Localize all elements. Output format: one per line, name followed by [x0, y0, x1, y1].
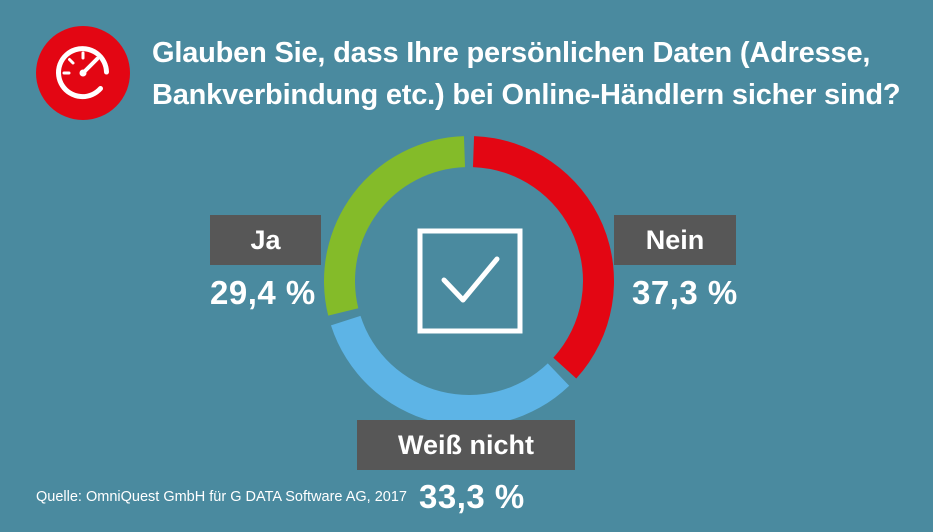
label-nein: Nein [614, 215, 736, 265]
label-ja: Ja [210, 215, 321, 265]
donut-segment-weiss-nicht [330, 315, 570, 426]
source-note: Quelle: OmniQuest GmbH für G DATA Softwa… [36, 489, 407, 505]
label-nein-text: Nein [645, 224, 705, 255]
value-nein: 37,3 % [632, 274, 738, 311]
donut-segment-nein [472, 136, 614, 379]
chart-title: Glauben Sie, dass Ihre persönlichen Date… [152, 32, 922, 116]
donut-segment-ja [324, 136, 466, 316]
value-weiss-nicht: 33,3 % [419, 478, 525, 515]
label-weiss-nicht-text: Weiß nicht [397, 429, 534, 460]
chart-title-line-2: Bankverbindung etc.) bei Online-Händlern… [152, 79, 901, 111]
label-ja-text: Ja [250, 224, 281, 255]
chart-title-line-1: Glauben Sie, dass Ihre persönlichen Date… [152, 37, 871, 69]
donut-segments [324, 136, 614, 426]
checkbox-checked-icon [417, 228, 523, 334]
label-weiss-nicht: Weiß nicht [357, 420, 575, 470]
speedometer-icon [36, 26, 130, 120]
value-ja: 29,4 % [210, 274, 316, 311]
